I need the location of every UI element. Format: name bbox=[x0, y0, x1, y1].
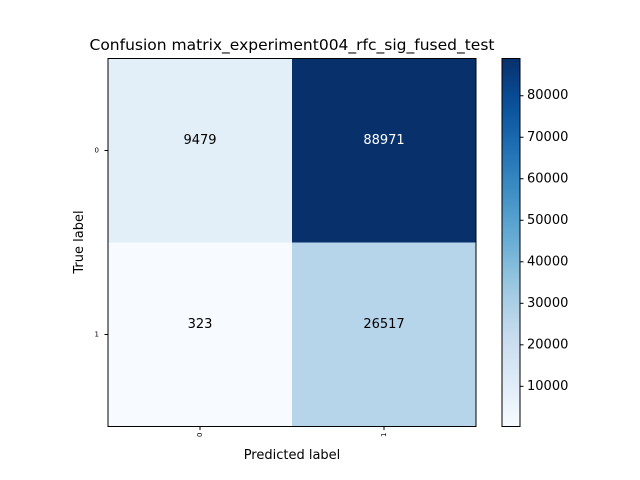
colorbar-tick-label: 40000 bbox=[527, 254, 568, 269]
cell-value-label-1-0: 323 bbox=[188, 317, 213, 332]
colorbar-ticks: 10000 20000 30000 40000 50000 60000 70000 80000 bbox=[520, 88, 568, 394]
x-tick-label: 1 bbox=[380, 433, 388, 437]
cell-value-label-1-1: 26517 bbox=[363, 317, 404, 332]
y-tick-label: 0 bbox=[95, 147, 99, 155]
colorbar-tick-label: 60000 bbox=[527, 171, 568, 186]
heatmap-cell-1-1 bbox=[292, 243, 476, 427]
chart-title: Confusion matrix_experiment004_rfc_sig_f… bbox=[90, 36, 495, 55]
y-axis-ticks: 01 bbox=[95, 147, 108, 339]
heatmap-cells bbox=[108, 59, 476, 427]
colorbar-tick-label: 50000 bbox=[527, 213, 568, 228]
x-tick-label: 0 bbox=[196, 433, 204, 437]
y-axis-label: True label bbox=[72, 210, 87, 274]
heatmap-cell-0-0 bbox=[108, 59, 292, 243]
colorbar-tick-label: 80000 bbox=[527, 88, 568, 103]
x-axis-label: Predicted label bbox=[244, 448, 341, 463]
colorbar-tick-label: 30000 bbox=[527, 296, 568, 311]
colorbar bbox=[502, 59, 520, 427]
cell-value-label-0-1: 88971 bbox=[363, 133, 404, 148]
heatmap-cell-0-1 bbox=[292, 59, 476, 243]
cell-value-label-0-0: 9479 bbox=[183, 133, 216, 148]
heatmap-cell-1-0 bbox=[108, 243, 292, 427]
colorbar-tick-label: 70000 bbox=[527, 130, 568, 145]
colorbar-tick-label: 20000 bbox=[527, 337, 568, 352]
colorbar-tick-label: 10000 bbox=[527, 379, 568, 394]
y-tick-label: 1 bbox=[95, 331, 99, 339]
